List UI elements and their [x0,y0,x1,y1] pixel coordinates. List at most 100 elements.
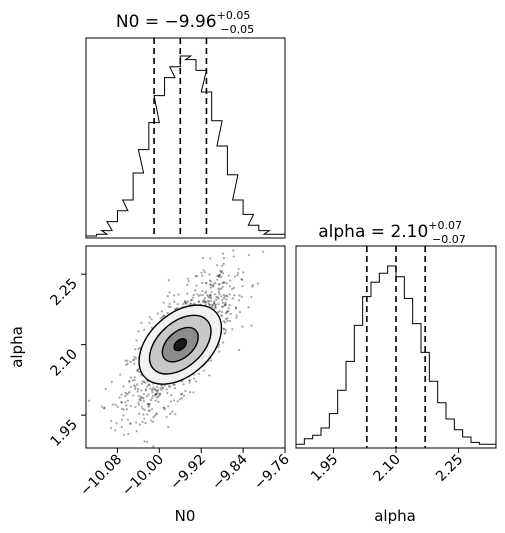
scatter-point [163,314,166,317]
scatter-point [221,285,224,288]
scatter-point [238,299,241,302]
scatter-point [111,403,115,406]
scatter-point [191,296,195,299]
scatter-point [182,383,185,386]
scatter-point [169,306,172,309]
scatter-point [152,445,155,448]
scatter-point [208,294,211,297]
scatter-point [163,408,166,411]
scatter-point [228,293,231,296]
scatter-point [193,302,196,305]
scatter-point [167,385,171,388]
scatter-point [158,392,161,395]
scatter-point [204,291,207,295]
scatter-point [206,300,209,303]
scatter-point [209,296,213,300]
scatter-point [223,303,227,306]
scatter-point [226,319,229,322]
scatter-point [142,399,145,402]
scatter-point [148,321,151,324]
scatter-point [224,312,228,315]
scatter-point [167,279,170,282]
scatter-point [167,426,170,429]
scatter-point [218,350,221,353]
scatter-point [241,325,244,328]
scatter-point [184,389,187,393]
scatter-point [172,383,175,386]
scatter-point [148,404,151,407]
scatter-point [151,394,155,397]
scatter-point [160,388,163,392]
scatter-point [186,300,190,303]
scatter-point [212,283,215,286]
scatter-point [227,310,230,313]
scatter-point [81,429,83,431]
scatter-point [224,328,228,332]
scatter-point [143,417,146,420]
scatter-point [196,293,199,296]
scatter-point [195,275,199,278]
scatter-point [141,380,144,383]
scatter-point [110,419,113,422]
scatter-point [221,270,224,273]
scatter-point [236,272,240,275]
scatter-point [171,410,174,413]
scatter-point [199,293,202,297]
scatter-point [222,297,225,300]
scatter-point [138,346,141,349]
scatter-point [195,284,198,287]
scatter-point [104,387,107,391]
scatter-y-tick-label: 1.95 [47,417,80,450]
scatter-point [164,449,166,451]
scatter-point [225,311,229,314]
scatter-point [156,312,159,315]
scatter-point [208,303,211,306]
scatter-point [182,302,185,306]
scatter-point [154,399,157,402]
scatter-point [116,405,119,408]
scatter-point [205,290,208,293]
scatter-point [173,387,176,390]
scatter-point [134,405,137,409]
scatter-point [122,408,125,411]
scatter-point [195,380,198,383]
scatter-point [132,359,135,362]
scatter-point [121,418,124,421]
scatter-point [216,274,219,278]
scatter-point [154,389,157,392]
scatter-point [202,299,205,302]
scatter-point [235,316,238,319]
scatter-point [238,348,241,351]
scatter-point [156,389,159,392]
scatter-point [157,395,160,398]
scatter-point [120,401,123,404]
scatter-point [192,391,195,394]
scatter-point [114,429,117,432]
scatter-point [223,321,227,324]
scatter-point [203,271,207,274]
scatter-point [202,369,206,372]
scatter-point [218,275,221,278]
scatter-x-tick-label: −9.76 [251,451,293,493]
scatter-point [170,394,173,397]
scatter-point [186,292,189,295]
scatter-point [161,387,165,390]
scatter-point [201,274,204,277]
scatter-point [148,316,151,319]
scatter-point [223,281,226,284]
scatter-point [208,273,211,276]
scatter-point [132,394,135,397]
scatter-point [128,380,131,384]
scatter-point [168,291,171,294]
scatter-point [132,384,136,387]
scatter-point [126,359,129,362]
scatter-point [133,376,136,379]
scatter-point [151,391,154,394]
scatter-frame [85,245,286,449]
scatter-point [118,396,121,399]
scatter-point [150,318,153,321]
scatter-point [224,331,227,334]
scatter-point [217,283,220,286]
scatter-point [144,421,147,425]
